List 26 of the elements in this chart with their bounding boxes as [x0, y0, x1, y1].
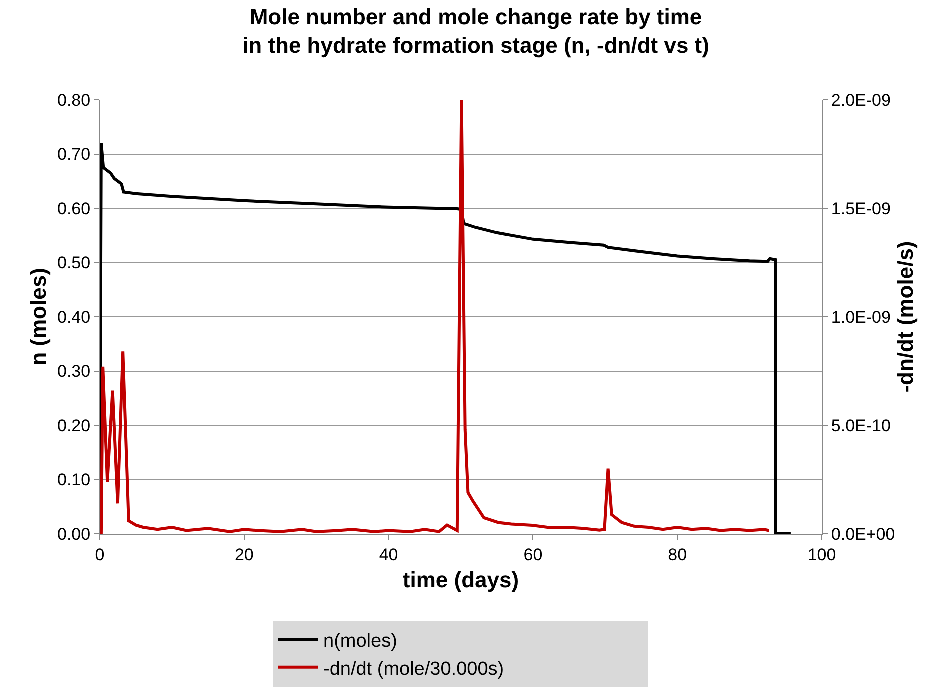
y-tick-label: 0.60	[58, 199, 91, 218]
x-tick-label: 100	[808, 545, 836, 564]
y-tick-label: 0.80	[58, 90, 91, 110]
y-tick-label: 0.30	[58, 362, 91, 382]
x-tick-label: 80	[668, 545, 688, 564]
x-tick-label: 40	[379, 545, 398, 564]
y-tick-label: 0.70	[58, 145, 91, 164]
x-tick-label: 60	[524, 545, 543, 564]
y-tick-label: 0.10	[58, 470, 91, 490]
legend-label: -dn/dt (mole/30.000s)	[324, 658, 504, 680]
y2-tick-label: 1.0E-09	[831, 308, 891, 327]
y2-axis-title: -dn/dt (mole/s)	[892, 241, 918, 393]
chart-title: Mole number and mole change rate by time in the hydrate formation stage (n, -dn/dt vs t)	[242, 4, 710, 58]
y-tick-label: 0.40	[58, 308, 91, 327]
y-tick-label: 0.00	[58, 524, 91, 544]
y2-tick-label: 0.0E+00	[831, 524, 896, 544]
legend-label: n(moles)	[324, 631, 398, 652]
y-axis-title: n (moles)	[26, 268, 51, 366]
x-tick-label: 0	[95, 545, 105, 564]
x-tick-label: 20	[234, 545, 254, 564]
y2-tick-label: 1.5E-09	[831, 199, 891, 218]
y2-tick-label: 5.0E-10	[831, 416, 891, 436]
y-tick-label: 0.20	[58, 416, 91, 436]
x-axis-title: time (days)	[402, 567, 520, 592]
y2-tick-label: 2.0E-09	[831, 90, 891, 110]
y-tick-label: 0.50	[58, 254, 91, 273]
